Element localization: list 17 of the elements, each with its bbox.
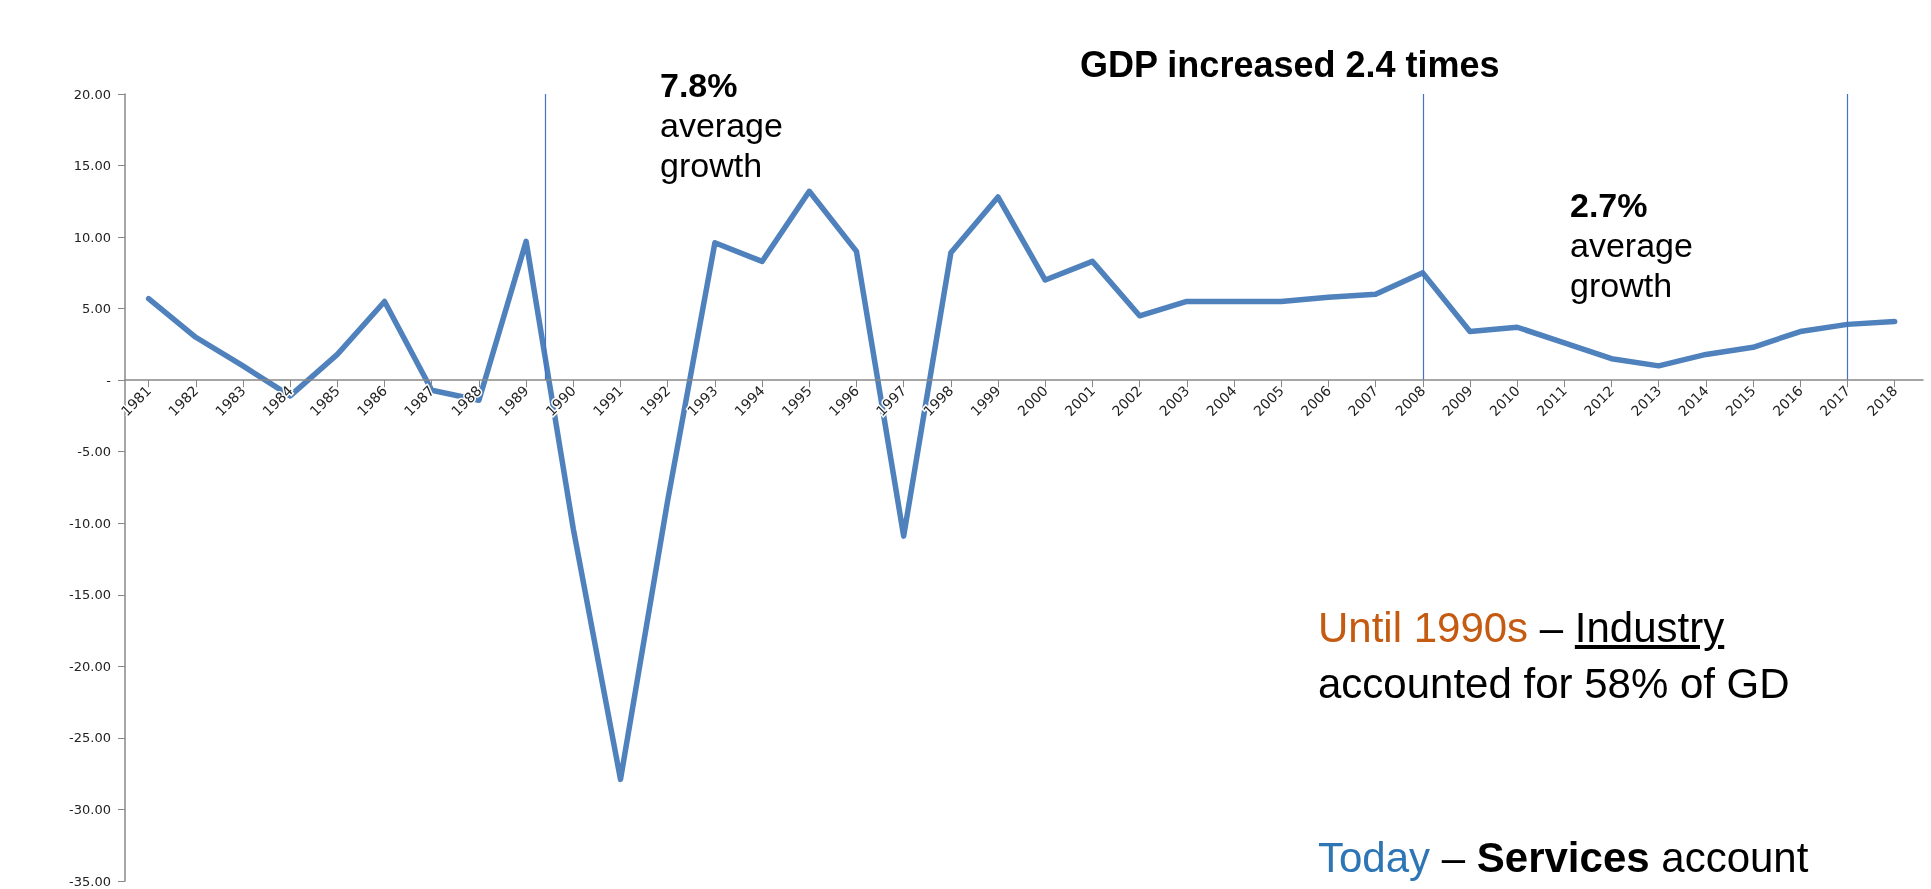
y-tick-label: -15.00	[69, 587, 111, 603]
y-tick-label: -20.00	[69, 658, 111, 674]
y-tick-label: 15.00	[73, 158, 111, 174]
y-tick-label: -5.00	[77, 444, 111, 460]
annotation: Today – Services account	[1318, 833, 1809, 883]
text: GDP increased 2.4 times	[1080, 44, 1500, 85]
annotation: Until 1990s – Industry accounted for 58% of GD	[1318, 603, 1790, 709]
y-tick-label: -	[106, 372, 112, 388]
annotation: 2.7% average growth	[1570, 186, 1693, 305]
y-tick-label: 10.00	[73, 229, 111, 245]
y-tick-label: -10.00	[69, 515, 111, 531]
annotation: 7.8% average growth	[660, 66, 783, 185]
y-tick-label: -35.00	[69, 873, 111, 889]
y-tick-label: 5.00	[82, 301, 111, 317]
y-tick-label: -25.00	[69, 730, 111, 746]
y-tick-label: 20.00	[73, 86, 111, 102]
y-tick-label: -30.00	[69, 801, 111, 817]
